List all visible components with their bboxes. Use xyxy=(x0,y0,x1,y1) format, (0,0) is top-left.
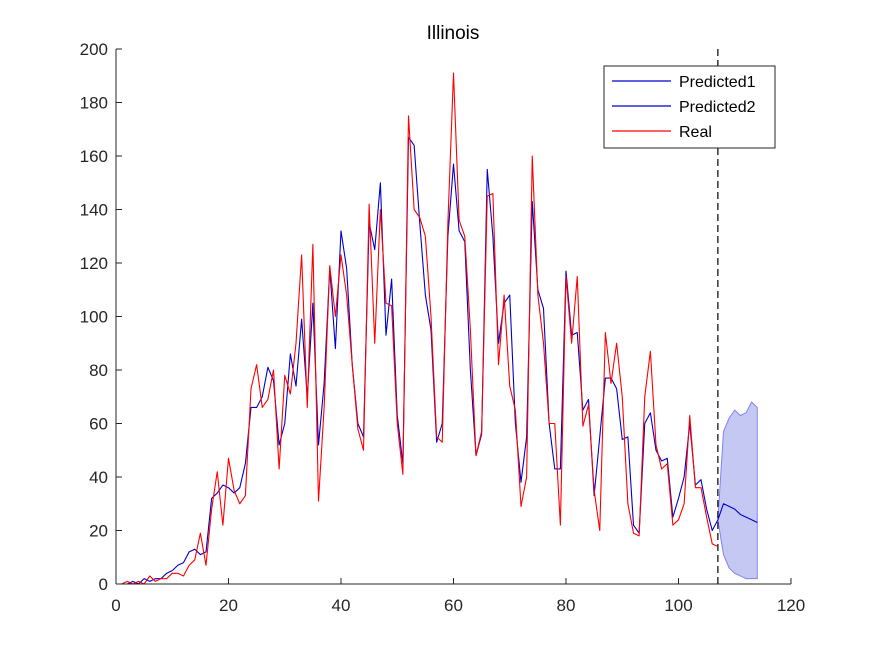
y-tick-label: 20 xyxy=(89,522,108,541)
x-tick-label: 0 xyxy=(111,596,120,615)
legend-box xyxy=(603,65,776,149)
chart-title: Illinois xyxy=(427,23,480,44)
y-tick-label: 160 xyxy=(80,147,108,166)
x-tick-label: 40 xyxy=(332,596,351,615)
legend-label: Real xyxy=(679,124,712,141)
x-tick-label: 80 xyxy=(557,596,576,615)
legend-label: Predicted2 xyxy=(679,99,756,116)
y-tick-label: 100 xyxy=(80,308,108,327)
plot-area xyxy=(121,49,758,585)
y-tick-label: 40 xyxy=(89,468,108,487)
series-line-predicted1 xyxy=(121,136,719,585)
x-tick-label: 60 xyxy=(444,596,463,615)
x-tick-label: 20 xyxy=(219,596,238,615)
prediction-band xyxy=(717,401,758,580)
series-line-predicted2 xyxy=(717,503,758,523)
y-tick-label: 120 xyxy=(80,254,108,273)
y-tick-label: 60 xyxy=(89,415,108,434)
y-tick-label: 140 xyxy=(80,201,108,220)
axes: 0 20 40 60 80 100 120 0 20 40 60 80 100 120 140 160 180 2… xyxy=(80,40,806,615)
legend-label: Predicted1 xyxy=(679,74,756,91)
series-line-real xyxy=(121,72,719,585)
y-tick-label: 0 xyxy=(99,575,108,594)
x-tick-label: 120 xyxy=(777,596,805,615)
x-tick-label: 100 xyxy=(664,596,692,615)
y-tick-label: 80 xyxy=(89,361,108,380)
y-tick-label: 180 xyxy=(80,94,108,113)
legend: Predicted1 Predicted2 Real xyxy=(603,65,776,149)
y-tick-label: 200 xyxy=(80,40,108,59)
